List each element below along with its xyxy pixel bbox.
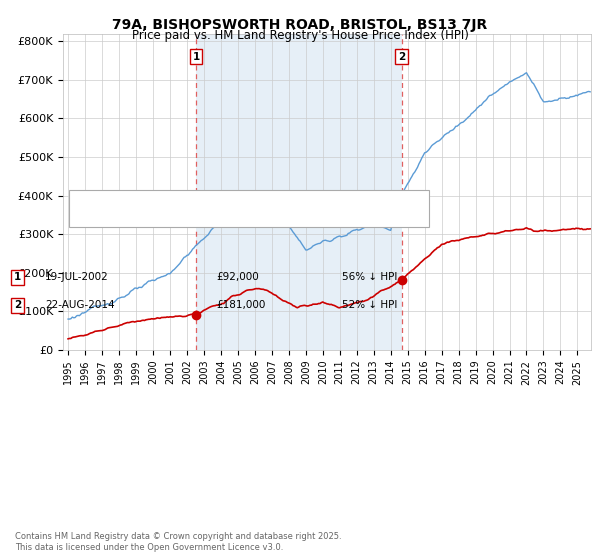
- Text: 79A, BISHOPSWORTH ROAD, BRISTOL, BS13 7JR: 79A, BISHOPSWORTH ROAD, BRISTOL, BS13 7J…: [112, 18, 488, 32]
- Text: 1: 1: [14, 272, 21, 282]
- Text: 79A, BISHOPSWORTH ROAD, BRISTOL, BS13 7JR (detached house): 79A, BISHOPSWORTH ROAD, BRISTOL, BS13 7J…: [96, 195, 420, 206]
- Text: 19-JUL-2002: 19-JUL-2002: [45, 272, 109, 282]
- Text: 2: 2: [398, 52, 405, 62]
- Text: Price paid vs. HM Land Registry's House Price Index (HPI): Price paid vs. HM Land Registry's House …: [131, 29, 469, 42]
- Text: £92,000: £92,000: [216, 272, 259, 282]
- Text: HPI: Average price, detached house, City of Bristol: HPI: Average price, detached house, City…: [96, 212, 343, 222]
- Text: 2: 2: [14, 300, 21, 310]
- Text: 1: 1: [193, 52, 200, 62]
- Text: 52% ↓ HPI: 52% ↓ HPI: [342, 300, 397, 310]
- Text: Contains HM Land Registry data © Crown copyright and database right 2025.
This d: Contains HM Land Registry data © Crown c…: [15, 532, 341, 552]
- Text: £181,000: £181,000: [216, 300, 265, 310]
- Bar: [196, 34, 401, 350]
- Text: 56% ↓ HPI: 56% ↓ HPI: [342, 272, 397, 282]
- Text: 22-AUG-2014: 22-AUG-2014: [45, 300, 115, 310]
- Text: ——: ——: [72, 210, 97, 223]
- Text: ——: ——: [72, 194, 97, 207]
